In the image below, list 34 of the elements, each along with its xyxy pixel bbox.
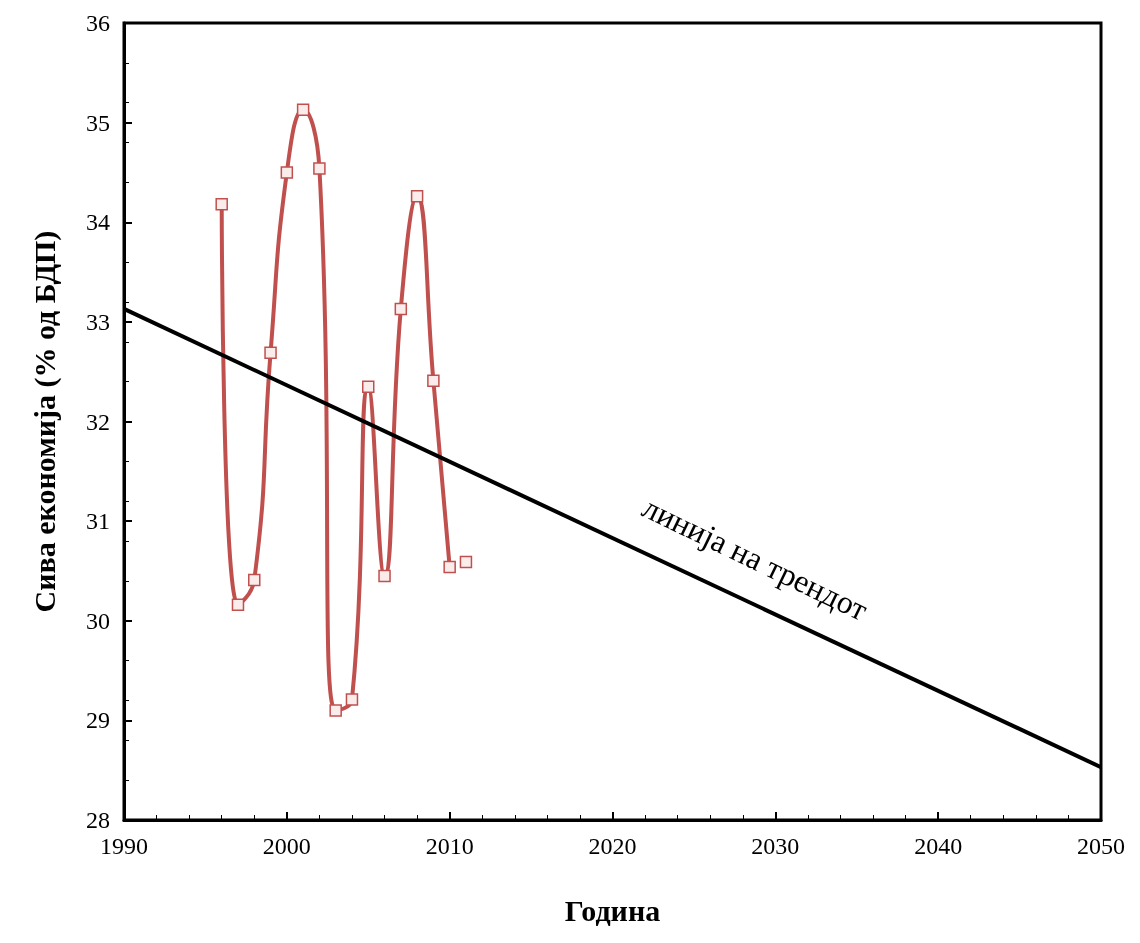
- y-tick-label: 31: [86, 508, 110, 535]
- y-tick-label: 32: [86, 408, 110, 435]
- point: [296, 103, 310, 116]
- point: [410, 190, 424, 203]
- y-tick-label: 28: [86, 807, 110, 833]
- y-tick-label: 33: [86, 308, 110, 335]
- x-tick-label: 1990: [100, 833, 148, 859]
- y-tick-label: 29: [86, 707, 110, 734]
- x-tick-label: 2030: [751, 833, 800, 859]
- y-tick-label: 35: [86, 109, 110, 136]
- y-tick-label: 36: [86, 10, 110, 36]
- point: [264, 346, 277, 360]
- point: [443, 560, 456, 574]
- y-tick-label: 30: [86, 607, 110, 634]
- point: [427, 374, 440, 387]
- point: [378, 569, 391, 583]
- y-tick-label: 34: [86, 209, 110, 236]
- point: [362, 380, 375, 393]
- point: [459, 555, 473, 569]
- x-tick-label: 2040: [914, 833, 963, 859]
- x-tick-label: 2050: [1077, 833, 1125, 859]
- x-axis-title: Година: [564, 893, 661, 927]
- point: [329, 704, 342, 717]
- x-tick-label: 2020: [588, 833, 637, 859]
- point: [345, 693, 359, 706]
- point: [231, 598, 245, 612]
- y-axis-title: Сива економија (% од БДП): [27, 230, 62, 613]
- x-tick-label: 2000: [262, 833, 311, 859]
- point: [248, 573, 261, 587]
- point: [313, 162, 326, 175]
- point: [280, 166, 294, 179]
- x-tick-label: 2010: [425, 833, 474, 859]
- point: [394, 302, 408, 316]
- point: [215, 198, 228, 211]
